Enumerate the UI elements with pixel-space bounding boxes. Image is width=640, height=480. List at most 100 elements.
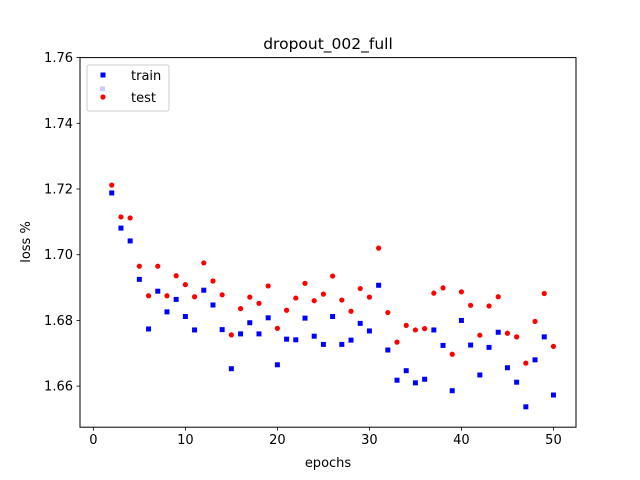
point-train <box>265 315 271 321</box>
point-test <box>468 302 474 308</box>
point-test <box>320 291 326 297</box>
point-train <box>210 302 216 308</box>
x-tick-label: 10 <box>177 433 194 448</box>
legend-marker-train <box>100 72 106 78</box>
point-train <box>192 327 198 333</box>
point-train <box>514 379 520 385</box>
legend-label-test: test <box>131 91 156 106</box>
x-tick-label: 30 <box>361 433 378 448</box>
y-tick-label: 1.66 <box>44 380 73 395</box>
y-tick-label: 1.74 <box>44 117 73 132</box>
point-train <box>376 282 382 288</box>
point-train <box>495 329 501 335</box>
point-test <box>495 294 501 300</box>
point-test <box>422 326 428 332</box>
point-train <box>146 326 152 332</box>
point-train <box>394 377 400 383</box>
y-axis-label: loss % <box>19 221 34 263</box>
y-tick-label: 1.72 <box>44 183 73 198</box>
point-train <box>219 327 225 333</box>
point-test <box>330 273 336 279</box>
y-tick-label: 1.76 <box>44 51 73 66</box>
legend-marker-test <box>100 94 106 100</box>
point-test <box>265 283 271 289</box>
point-train <box>155 288 161 294</box>
point-test <box>191 294 198 300</box>
point-test <box>339 297 345 303</box>
point-train <box>311 333 317 339</box>
point-test <box>523 360 529 366</box>
point-test <box>164 293 170 299</box>
point-train <box>201 287 207 293</box>
point-test <box>541 290 547 297</box>
point-train <box>164 309 170 315</box>
point-test <box>127 215 133 221</box>
point-train <box>366 328 372 334</box>
point-train <box>118 225 124 231</box>
point-train <box>431 327 437 333</box>
point-train <box>458 317 464 323</box>
point-test <box>118 214 124 220</box>
y-axis: 1.66 1.68 1.70 1.72 1.74 1.76 <box>44 51 80 395</box>
chart-title: dropout_002_full <box>263 35 393 54</box>
point-train <box>238 331 244 337</box>
legend: train test <box>86 64 170 112</box>
point-train <box>127 238 133 244</box>
x-axis: 0 10 20 30 40 50 <box>89 427 562 448</box>
point-train <box>412 380 418 386</box>
point-test <box>247 294 253 300</box>
point-train <box>182 313 188 319</box>
point-test <box>210 278 216 284</box>
plot-area <box>79 57 577 428</box>
point-train <box>422 376 428 382</box>
point-train <box>284 336 290 342</box>
point-test <box>311 298 317 304</box>
point-test <box>514 334 520 340</box>
point-test <box>486 303 492 309</box>
point-test <box>357 285 363 292</box>
point-test <box>385 309 391 316</box>
data-points <box>100 86 557 410</box>
x-tick-label: 40 <box>453 433 470 448</box>
point-test <box>201 260 207 266</box>
point-train <box>274 362 280 368</box>
point-test <box>532 318 538 325</box>
point-test <box>348 308 354 314</box>
point-train <box>357 320 363 326</box>
point-test <box>219 292 225 298</box>
point-train <box>256 331 262 337</box>
point-train <box>440 342 446 348</box>
point-test <box>173 273 179 279</box>
legend-label-train: train <box>131 69 161 84</box>
point-train <box>320 341 326 347</box>
x-axis-label: epochs <box>305 456 352 471</box>
point-train <box>293 337 299 343</box>
x-tick-label: 20 <box>269 433 286 448</box>
point-test <box>274 325 280 331</box>
point-train <box>403 368 409 374</box>
point-train <box>302 315 308 321</box>
point-test <box>504 330 511 336</box>
point-test <box>366 294 373 300</box>
point-train <box>486 344 492 350</box>
point-test <box>440 285 446 291</box>
point-test <box>256 300 262 306</box>
point-train <box>449 388 455 394</box>
point-test <box>458 289 465 295</box>
point-test <box>394 339 400 345</box>
point-train <box>541 334 547 340</box>
point-test <box>237 305 244 312</box>
point-test <box>376 245 382 251</box>
point-train <box>173 296 179 302</box>
point-train <box>550 392 556 398</box>
point-test <box>302 280 308 286</box>
point-train <box>247 320 253 326</box>
point-test <box>182 282 188 288</box>
point-test <box>431 290 437 296</box>
point-test <box>145 293 152 299</box>
point-test <box>293 295 299 301</box>
x-tick-label: 50 <box>545 433 562 448</box>
point-test <box>228 332 234 338</box>
point-test <box>109 182 115 188</box>
